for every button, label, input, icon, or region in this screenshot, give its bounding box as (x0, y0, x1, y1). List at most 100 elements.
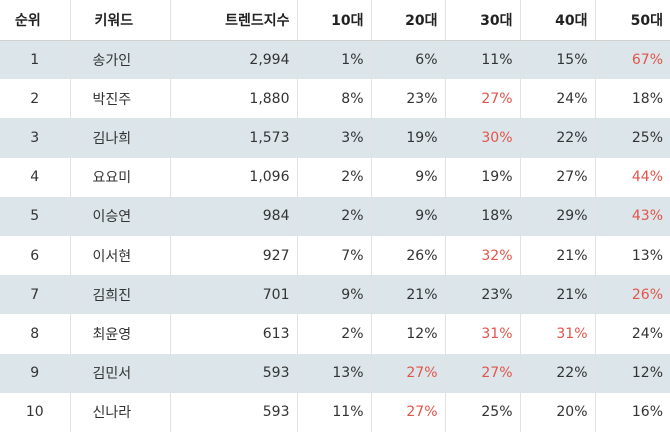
cell-age-20s: 19% (371, 118, 446, 158)
cell-trend-index: 927 (170, 235, 298, 276)
cell-age-40s: 15% (520, 40, 596, 80)
cell-age-30s: 23% (445, 275, 521, 315)
table-row: 8 최윤영 613 2% 12% 31% 31% 24% (0, 314, 670, 354)
cell-age-50s: 43% (631, 208, 663, 225)
cell-rank: 8 (0, 314, 71, 354)
table-row: 2 박진주 1,880 8% 23% 27% 24% 18% (0, 79, 670, 119)
cell-age-40s: 27% (520, 157, 596, 197)
cell-keyword: 김민서 (70, 353, 171, 393)
cell-keyword: 이승연 (70, 196, 171, 236)
cell-age-10s: 9% (297, 275, 372, 315)
cell-age-30s: 30% (445, 118, 521, 158)
cell-rank: 6 (0, 235, 71, 276)
cell-age-30s: 19% (445, 157, 521, 197)
cell-age-50s: 18% (631, 90, 663, 107)
cell-keyword: 송가인 (70, 40, 171, 80)
cell-age-50s: 16% (631, 404, 663, 421)
cell-age-40s: 20% (520, 392, 596, 432)
cell-age-50s: 67% (631, 51, 663, 68)
cell-rank: 1 (0, 40, 71, 80)
cell-trend-index: 1,096 (170, 157, 298, 197)
cell-age-50s: 44% (631, 169, 663, 186)
cell-age-10s: 8% (297, 79, 372, 119)
header-age-50s: 50대 (595, 0, 670, 41)
cell-rank: 2 (0, 79, 71, 119)
cell-rank: 4 (0, 157, 71, 197)
cell-age-40s: 31% (520, 314, 596, 354)
cell-keyword: 김나희 (70, 118, 171, 158)
cell-trend-index: 1,880 (170, 79, 298, 119)
cell-age-30s: 31% (445, 314, 521, 354)
cell-age-20s: 12% (371, 314, 446, 354)
cell-age-20s: 27% (371, 392, 446, 432)
cell-keyword: 최윤영 (70, 314, 171, 354)
cell-age-50s: 24% (631, 325, 663, 342)
cell-age-20s: 26% (371, 235, 446, 276)
cell-age-10s: 7% (297, 235, 372, 276)
cell-age-30s: 27% (445, 353, 521, 393)
cell-age-10s: 2% (297, 314, 372, 354)
cell-keyword: 요요미 (70, 157, 171, 197)
cell-age-20s: 27% (371, 353, 446, 393)
cell-rank: 3 (0, 118, 71, 158)
cell-age-40s: 24% (520, 79, 596, 119)
cell-rank: 7 (0, 275, 71, 315)
cell-age-10s: 1% (297, 40, 372, 80)
cell-age-40s: 21% (520, 275, 596, 315)
header-age-30s: 30대 (445, 0, 521, 41)
cell-age-40s: 21% (520, 235, 596, 276)
cell-age-20s: 23% (371, 79, 446, 119)
cell-trend-index: 593 (170, 392, 298, 432)
cell-age-50s: 25% (631, 129, 663, 146)
cell-age-30s: 32% (445, 235, 521, 276)
cell-age-50s: 26% (631, 286, 663, 303)
cell-age-10s: 2% (297, 196, 372, 236)
header-age-20s: 20대 (371, 0, 446, 41)
cell-age-10s: 2% (297, 157, 372, 197)
cell-age-20s: 9% (371, 196, 446, 236)
cell-age-10s: 3% (297, 118, 372, 158)
header-keyword: 키워드 (70, 0, 171, 41)
cell-age-10s: 11% (297, 392, 372, 432)
cell-trend-index: 701 (170, 275, 298, 315)
cell-age-30s: 11% (445, 40, 521, 80)
cell-age-50s: 13% (631, 247, 663, 264)
cell-keyword: 이서현 (70, 235, 171, 276)
table-row: 7 김희진 701 9% 21% 23% 21% 26% (0, 275, 670, 315)
cell-age-40s: 22% (520, 118, 596, 158)
cell-trend-index: 2,994 (170, 40, 298, 80)
header-trend-index: 트렌드지수 (170, 0, 298, 41)
header-age-40s: 40대 (520, 0, 596, 41)
cell-keyword: 신나라 (70, 392, 171, 432)
table-row: 9 김민서 593 13% 27% 27% 22% 12% (0, 353, 670, 393)
cell-age-20s: 6% (371, 40, 446, 80)
cell-age-20s: 21% (371, 275, 446, 315)
header-age-10s: 10대 (297, 0, 372, 41)
cell-age-30s: 25% (445, 392, 521, 432)
cell-age-40s: 29% (520, 196, 596, 236)
cell-keyword: 김희진 (70, 275, 171, 315)
cell-rank: 10 (0, 392, 71, 432)
cell-trend-index: 984 (170, 196, 298, 236)
cell-rank: 9 (0, 353, 71, 393)
table-row: 10 신나라 593 11% 27% 25% 20% 16% (0, 392, 670, 432)
table-row: 3 김나희 1,573 3% 19% 30% 22% 25% (0, 118, 670, 158)
cell-trend-index: 593 (170, 353, 298, 393)
table-row: 6 이서현 927 7% 26% 32% 21% 13% (0, 235, 670, 276)
table-row: 4 요요미 1,096 2% 9% 19% 27% 44% (0, 157, 670, 197)
cell-trend-index: 1,573 (170, 118, 298, 158)
header-row: 순위 키워드 트렌드지수 10대 20대 30대 40대 50대 (0, 0, 670, 41)
cell-keyword: 박진주 (70, 79, 171, 119)
cell-trend-index: 613 (170, 314, 298, 354)
cell-age-10s: 13% (297, 353, 372, 393)
cell-age-50s: 12% (631, 365, 663, 382)
cell-age-30s: 27% (445, 79, 521, 119)
cell-rank: 5 (0, 196, 71, 236)
header-rank: 순위 (0, 0, 71, 41)
table-row: 5 이승연 984 2% 9% 18% 29% 43% (0, 196, 670, 236)
cell-age-30s: 18% (445, 196, 521, 236)
cell-age-40s: 22% (520, 353, 596, 393)
cell-age-20s: 9% (371, 157, 446, 197)
table-row: 1 송가인 2,994 1% 6% 11% 15% 67% (0, 40, 670, 80)
